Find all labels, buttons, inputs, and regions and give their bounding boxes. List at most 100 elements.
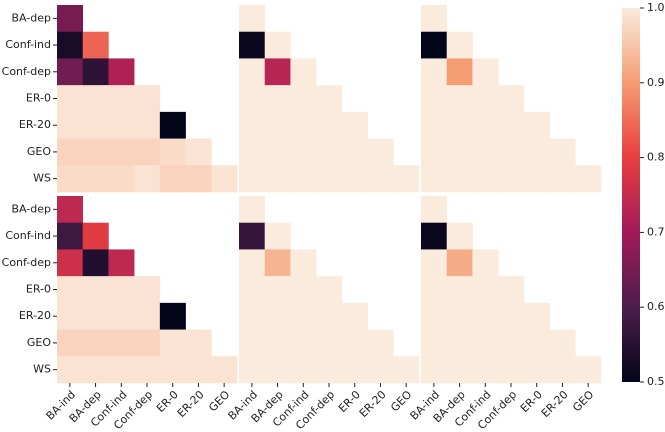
heat-cell [341,329,368,357]
heat-cell [185,138,212,166]
heat-cell [134,276,161,304]
heat-cell [134,111,161,139]
heat-cell [549,329,576,357]
heat-cell [108,58,135,86]
heat-cell [421,5,448,33]
heat-cell [239,5,266,33]
heat-cell [57,276,84,304]
heat-cell [82,329,109,357]
heat-cell [264,302,291,330]
y-tick-label: WS [33,172,51,185]
heat-cell [239,222,266,250]
heat-cell [316,165,343,193]
heat-cell [185,329,212,357]
heat-cell [575,165,602,193]
heat-cell [290,85,317,113]
heat-cell [159,302,186,330]
heat-cell [523,329,550,357]
heat-cell [159,138,186,166]
heat-cell [446,329,473,357]
heat-cell [290,276,317,304]
heat-cell [159,356,186,384]
heat-cell [421,302,448,330]
heat-cell [134,329,161,357]
heat-cell [446,138,473,166]
colorbar-tick-label: 0.7 [647,225,665,238]
heat-cell [264,329,291,357]
heat-cell [264,276,291,304]
heat-cell [239,85,266,113]
heat-cell [82,31,109,59]
x-tick-label: ER-20 [175,388,207,420]
heat-cell [211,356,238,384]
heat-cell [159,165,186,193]
heat-cell [421,356,448,384]
heat-cell [446,165,473,193]
x-tick-label: ER-20 [357,388,389,420]
heat-cell [82,138,109,166]
heat-cell [290,249,317,277]
heat-cell [57,165,84,193]
heat-cell [316,356,343,384]
colorbar-tick-label: 0.8 [647,151,665,164]
heat-cell [421,196,448,224]
heat-cell [239,138,266,166]
heat-cell [134,165,161,193]
heat-cell [421,85,448,113]
heat-cell [108,276,135,304]
heat-cell [421,58,448,86]
heat-cell [159,111,186,139]
heat-cell [446,356,473,384]
heat-cell [159,329,186,357]
heat-cell [264,222,291,250]
heat-cell [264,249,291,277]
heat-cell [341,165,368,193]
heat-cell [239,276,266,304]
heat-cell [290,111,317,139]
y-tick-label: WS [33,363,51,376]
heat-cell [264,58,291,86]
heat-cell [472,249,499,277]
heat-cell [575,356,602,384]
colorbar-tick-label: 0.5 [647,375,665,388]
heat-cell [57,138,84,166]
heat-cell [82,276,109,304]
heat-cell [446,222,473,250]
heat-cell [264,85,291,113]
heat-cell [549,356,576,384]
heat-cell [108,249,135,277]
heat-cell [57,111,84,139]
heat-cell [290,138,317,166]
heat-cell [57,329,84,357]
heat-cell [239,249,266,277]
heat-cell [498,165,525,193]
y-tick-label: Conf-ind [5,229,51,242]
heat-cell [82,222,109,250]
heat-cell [134,85,161,113]
heat-cell [82,249,109,277]
heat-cell [523,302,550,330]
y-tick-label: Conf-ind [5,38,51,51]
heat-cell [290,58,317,86]
heat-cell [446,302,473,330]
colorbar-tick-label: 1.0 [647,1,665,14]
heat-cell [290,329,317,357]
heat-cell [316,138,343,166]
heat-cell [421,276,448,304]
heat-cell [239,302,266,330]
heat-cell [57,31,84,59]
heat-cell [421,222,448,250]
heat-cell [82,58,109,86]
heat-cell [264,111,291,139]
y-tick-label: BA-dep [11,11,51,24]
heat-cell [239,356,266,384]
heat-cell [523,138,550,166]
heat-cell [108,302,135,330]
heat-cell [316,85,343,113]
heat-cell [498,356,525,384]
heat-cell [341,111,368,139]
heat-cell [498,302,525,330]
heat-cell [108,356,135,384]
heat-cell [472,302,499,330]
heat-cell [498,85,525,113]
